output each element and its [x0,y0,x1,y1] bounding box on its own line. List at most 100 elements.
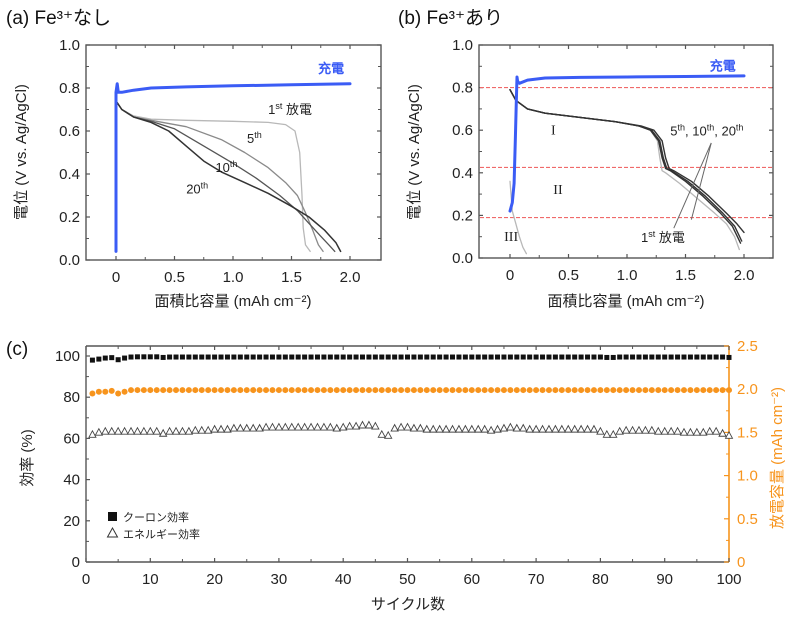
discharge-capacity-point [436,387,443,394]
x-tick-label: 1.5 [675,267,696,284]
x-tick-label: 30 [271,571,288,588]
energy-efficiency-point [88,429,97,438]
discharge-capacity-point [205,387,212,394]
region-label: III [504,230,518,245]
coulomb-efficiency-point [443,354,449,360]
discharge-capacity-point [185,387,192,394]
x-tick-label: 0 [112,269,120,286]
coulomb-efficiency-point [623,354,629,360]
discharge-capacity-point [610,387,617,394]
coulomb-efficiency-point [192,354,198,360]
energy-efficiency-point [171,426,181,435]
discharge-capacity-point [635,387,642,394]
discharge-capacity-point [481,387,488,394]
energy-efficiency-point [705,426,714,435]
energy-efficiency-point [403,422,412,431]
energy-efficiency-point [223,424,232,433]
coulomb-efficiency-point [115,357,121,363]
discharge-capacity-point [430,387,437,394]
coulomb-efficiency-point [450,354,456,360]
discharge-capacity-point [211,387,218,394]
x-tick-label: 0 [506,267,514,284]
panel-c-ylabel: 効率 (%) [19,429,36,487]
discharge-capacity-point [494,387,501,394]
discharge-capacity-point [693,387,700,394]
coulomb-efficiency-point [495,354,501,360]
discharge-capacity-point [533,387,540,394]
coulomb-efficiency-point [257,354,263,360]
energy-efficiency-point [583,424,592,433]
energy-efficiency-point [711,426,721,435]
coulomb-efficiency-point [610,354,616,360]
coulomb-efficiency-point [102,355,108,361]
discharge-capacity-point [320,387,327,394]
discharge-capacity-point [224,387,231,394]
coulomb-efficiency-point [430,354,436,360]
discharge-capacity-point [121,388,128,395]
energy-efficiency-point [518,423,528,432]
x-tick-label: 90 [656,571,673,588]
coulomb-efficiency-point [707,354,713,360]
discharge-capacity-point [597,387,604,394]
coulomb-efficiency-point [520,354,526,360]
discharge-capacity-point [365,387,372,394]
coulomb-efficiency-point [488,354,494,360]
panel-a-ylabel: 電位 (V vs. Ag/AgCl) [13,84,30,220]
discharge-capacity-point [314,387,321,394]
y-tick-label: 0 [72,554,80,571]
discharge-capacity-point [629,387,636,394]
discharge-capacity-point [603,387,610,394]
discharge-capacity-point [128,387,135,394]
y-tick-label: 0.0 [59,252,80,269]
y-tick-label: 0.4 [59,166,80,183]
coulomb-efficiency-point [347,354,353,360]
curve-annotation: 5th [247,130,262,146]
coulomb-efficiency-point [565,354,571,360]
discharge-capacity-point [243,387,250,394]
energy-efficiency-point [692,427,702,436]
energy-efficiency-point [699,427,708,436]
discharge-capacity-point [578,387,585,394]
energy-efficiency-point [210,424,219,433]
series-20th-放電 [115,100,342,253]
energy-efficiency-point [448,424,457,433]
y-tick-label: 100 [55,348,80,365]
discharge-capacity-point [295,387,302,394]
x-tick-label: 50 [399,571,416,588]
energy-efficiency-point [441,424,451,433]
coulomb-efficiency-point [694,354,700,360]
energy-efficiency-point [512,423,522,432]
curve-annotation: 1st 放電 [641,229,685,245]
coulomb-efficiency-point [276,354,282,360]
discharge-capacity-point [520,387,527,394]
discharge-capacity-point [513,387,520,394]
discharge-capacity-point [372,387,379,394]
energy-efficiency-point [326,422,335,431]
energy-efficiency-point [94,427,104,436]
coulomb-efficiency-point [649,354,655,360]
energy-efficiency-point [486,425,496,434]
coulomb-efficiency-point [160,354,166,360]
energy-efficiency-point [255,423,264,432]
energy-efficiency-point [120,426,129,435]
coulomb-efficiency-point [681,354,687,360]
discharge-capacity-point [648,387,655,394]
panel-a-title: (a) Fe³⁺なし [6,8,111,29]
region-label: II [553,183,563,198]
discharge-capacity-point [250,387,257,394]
coulomb-efficiency-point [385,354,391,360]
energy-efficiency-point [197,425,206,434]
panel-b: (b) Fe³⁺あり 0.0 0.2 0.4 0.6 0.8 1.0 0 0.5 1.0 1.5 2… [398,8,774,310]
discharge-capacity-point [269,387,276,394]
discharge-capacity-point [147,387,154,394]
coulomb-efficiency-point [89,357,95,363]
energy-efficiency-point [525,424,534,433]
discharge-capacity-point [404,387,411,394]
legend-marker-triangle [106,526,119,538]
coulomb-efficiency-point [514,354,520,360]
energy-efficiency-point [268,422,277,431]
energy-efficiency-point [454,424,464,433]
